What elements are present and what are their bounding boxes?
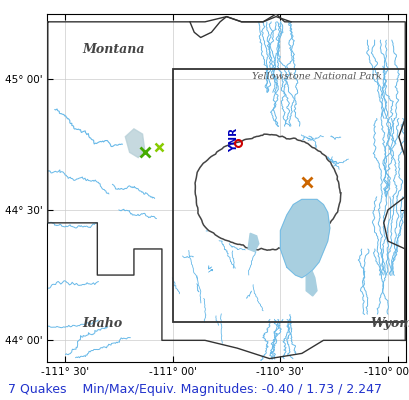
Text: Montana: Montana [82, 43, 144, 56]
Polygon shape [306, 267, 316, 296]
Text: YNR: YNR [229, 128, 238, 152]
Polygon shape [280, 199, 329, 278]
Polygon shape [247, 233, 258, 252]
Bar [172, 69, 404, 322]
Polygon shape [195, 134, 340, 250]
Polygon shape [125, 129, 144, 158]
Text: 7 Quakes    Min/Max/Equiv. Magnitudes: -0.40 / 1.73 / 2.247: 7 Quakes Min/Max/Equiv. Magnitudes: -0.4… [8, 383, 381, 396]
Text: Wyoming: Wyoming [370, 317, 409, 330]
Text: Idaho: Idaho [82, 317, 122, 330]
Text: Yellowstone National Park: Yellowstone National Park [252, 72, 381, 81]
